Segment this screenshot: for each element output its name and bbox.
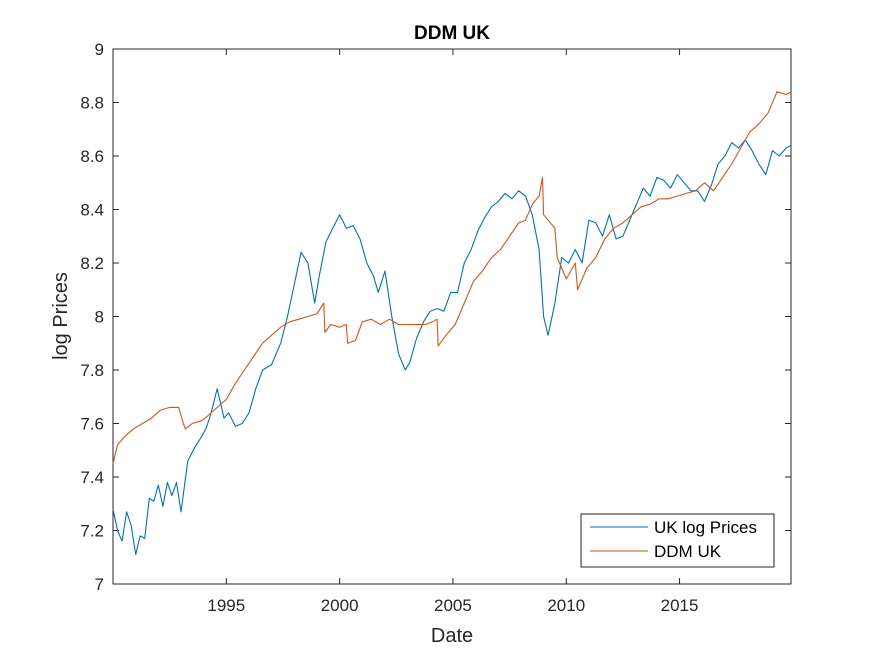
x-tick-label: 1995: [207, 596, 245, 615]
x-tick-label: 2015: [661, 596, 699, 615]
ticks: 1995 2000 2005 2010 2015 7 7.2 7.4 7.6 7.8 8 8.2 8.4…: [80, 40, 791, 615]
series-line-ddm-uk: [112, 91, 792, 464]
y-tick-label: 7: [95, 575, 104, 594]
chart-title: DDM UK: [414, 23, 490, 44]
y-tick-label: 7.8: [80, 361, 104, 380]
x-axis-label: Date: [431, 625, 473, 647]
series-line-uk-log-prices: [112, 139, 792, 556]
y-tick-label: 8.6: [80, 147, 104, 166]
series-layer: [112, 91, 792, 556]
y-tick-label: 8.2: [80, 254, 104, 273]
y-axis-label: log Prices: [50, 272, 72, 360]
y-tick-label: 8: [95, 308, 104, 327]
legend: UK log Prices DDM UK: [580, 513, 775, 568]
legend-label-uk-log-prices: UK log Prices: [654, 518, 757, 537]
y-tick-label: 9: [95, 40, 104, 59]
legend-label-ddm-uk: DDM UK: [654, 542, 722, 561]
y-tick-label: 8.8: [80, 94, 104, 113]
y-tick-label: 7.2: [80, 522, 104, 541]
axes-box: [112, 48, 792, 585]
x-tick-label: 2005: [434, 596, 472, 615]
x-tick-label: 2010: [547, 596, 585, 615]
y-tick-label: 8.4: [80, 201, 104, 220]
y-tick-label: 7.6: [80, 415, 104, 434]
x-tick-label: 2000: [321, 596, 359, 615]
y-tick-label: 7.4: [80, 468, 104, 487]
legend-box: [580, 513, 775, 568]
